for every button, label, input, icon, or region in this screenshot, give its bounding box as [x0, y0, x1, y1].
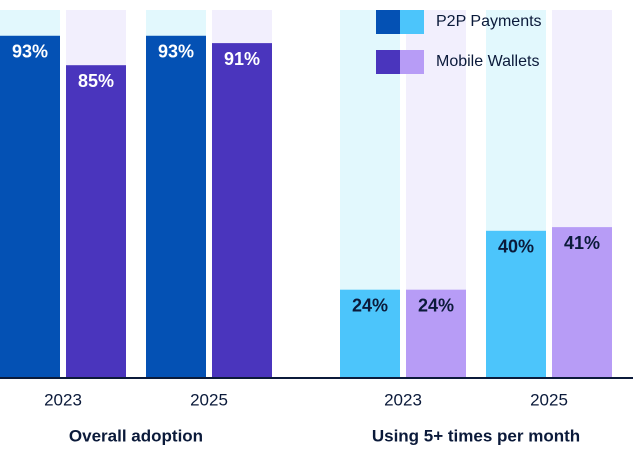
bar	[66, 65, 126, 378]
bar	[0, 35, 60, 378]
value-label: 93%	[12, 42, 48, 62]
value-label: 40%	[498, 237, 534, 257]
legend-swatch	[376, 10, 400, 34]
x-tick-label: 2023	[44, 390, 82, 409]
value-label: 93%	[158, 42, 194, 62]
bar	[340, 289, 400, 378]
bar	[146, 35, 206, 378]
value-label: 41%	[564, 233, 600, 253]
legend-label: P2P Payments	[436, 13, 542, 30]
group-label: Using 5+ times per month	[372, 426, 580, 445]
legend-swatch	[376, 50, 400, 74]
legend-label: Mobile Wallets	[436, 53, 539, 70]
legend-swatch	[400, 50, 424, 74]
bar	[212, 43, 272, 379]
x-tick-label: 2025	[530, 390, 568, 409]
legend-swatch	[400, 10, 424, 34]
x-tick-label: 2025	[190, 390, 228, 409]
group-label: Overall adoption	[69, 426, 203, 445]
value-label: 85%	[78, 71, 114, 91]
value-label: 91%	[224, 49, 260, 69]
bar	[406, 289, 466, 378]
value-label: 24%	[352, 295, 388, 315]
bar	[486, 230, 546, 378]
bar	[552, 227, 612, 378]
x-tick-label: 2023	[384, 390, 422, 409]
value-label: 24%	[418, 295, 454, 315]
